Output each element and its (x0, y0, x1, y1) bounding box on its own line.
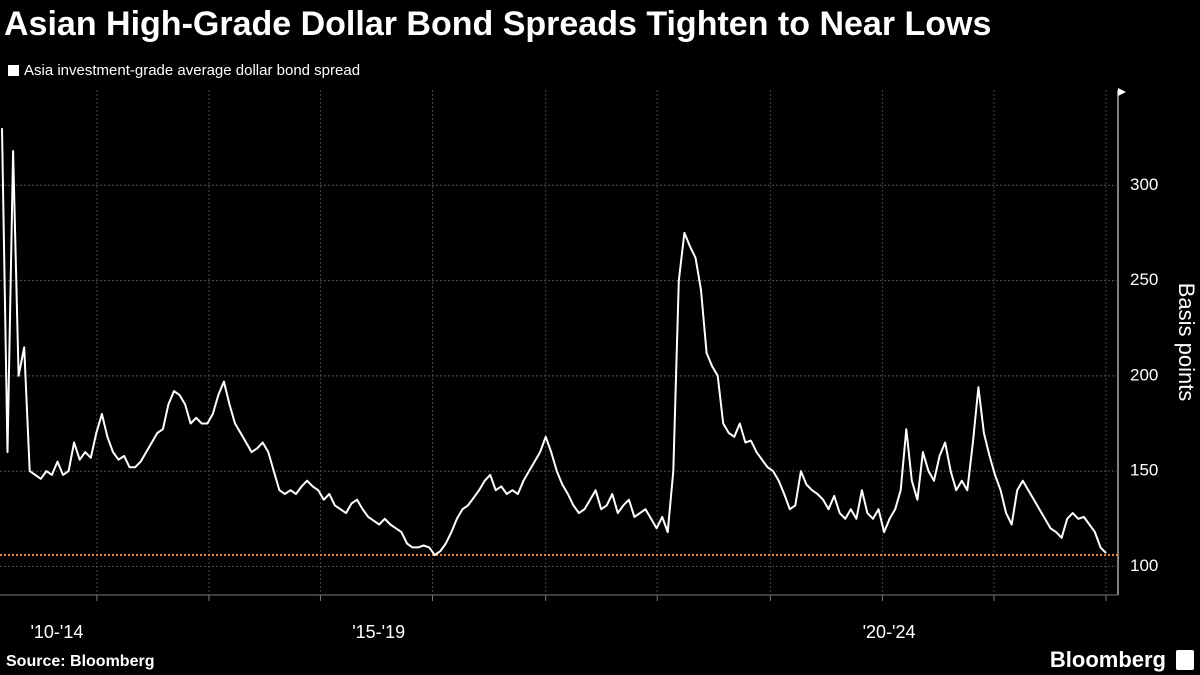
axis-arrow (1118, 88, 1126, 96)
y-tick-label: 250 (1130, 270, 1158, 289)
brand-icon (1176, 650, 1194, 670)
y-tick-label: 200 (1130, 365, 1158, 384)
y-axis-label: Basis points (1174, 283, 1199, 402)
chart-title: Asian High-Grade Dollar Bond Spreads Tig… (4, 5, 991, 43)
x-group-label: '10-'14 (30, 622, 83, 642)
y-tick-label: 300 (1130, 175, 1158, 194)
source: Source: Bloomberg (6, 653, 154, 670)
legend-label: Asia investment-grade average dollar bon… (24, 62, 360, 79)
legend-swatch (8, 65, 19, 76)
brand: Bloomberg (1050, 647, 1166, 672)
y-tick-label: 150 (1130, 461, 1158, 480)
x-group-label: '15-'19 (352, 622, 405, 642)
x-group-label: '20-'24 (863, 622, 916, 642)
series-line (1, 128, 1107, 556)
y-tick-label: 100 (1130, 556, 1158, 575)
